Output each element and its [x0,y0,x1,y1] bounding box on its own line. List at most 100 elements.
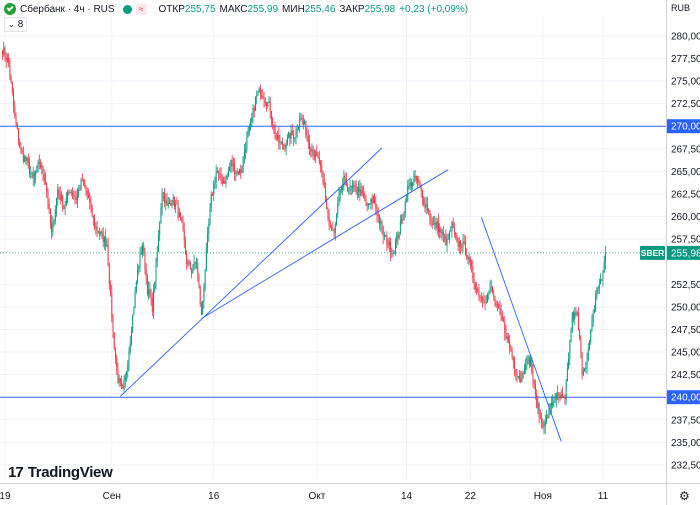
candle-body [493,293,495,296]
chevron-down-icon: ⌄ [8,20,15,29]
candle-body [97,230,99,233]
candle-body [191,269,193,274]
candle-body [14,105,16,116]
candle-body [397,235,399,238]
candle-body [48,204,50,209]
trend-line [480,217,562,442]
candle-body [20,147,22,152]
candle-body [528,357,530,366]
candle-body [68,192,70,194]
candle-body [536,394,538,408]
candle-body [21,151,23,154]
candle-body [547,417,549,419]
candle-body [280,141,282,143]
candle-body [420,187,422,192]
candle-body [38,161,40,164]
candle-body [387,245,389,246]
market-status-icon[interactable] [122,4,132,14]
candle-body [196,263,198,264]
currency-label[interactable]: RUB [671,3,691,13]
studies-toggle-button[interactable]: ⌄ 8 [4,17,28,32]
candle-body [52,221,54,233]
candle-body [339,189,341,196]
candle-body [232,164,234,166]
candle-body [285,144,287,149]
gear-icon[interactable]: ⚙ [679,489,690,503]
candle-body [239,169,241,175]
candle-body [62,196,64,209]
tradingview-logo[interactable]: 17 TradingView [8,464,113,481]
candle-body [573,312,575,320]
candle-body [258,88,260,93]
horizontal-levels[interactable] [0,125,666,398]
candle-body [37,161,39,166]
candle-body [200,303,202,314]
candle-body [602,271,604,280]
candle-body [145,270,147,278]
candle-body [124,374,126,381]
candle-body [313,155,315,156]
candle-body [144,251,146,271]
candle-body [223,180,225,184]
candle-body [254,96,256,111]
candle-body [92,215,94,219]
candle-body [506,336,508,339]
low-label: МИН [282,3,305,15]
candle-body [211,194,213,196]
candle-body [100,231,102,234]
candle-body [85,186,87,190]
candle-body [347,186,349,192]
candle-body [205,247,207,271]
candle-body [80,179,82,191]
candle-body [11,82,13,93]
candle-body [215,171,217,182]
candle-body [246,137,248,149]
x-tick-label: Ноя [534,491,552,502]
candle-body [349,185,351,191]
candle-body [173,196,175,207]
candle-body [447,239,449,240]
candle-body [409,182,411,187]
low-value: 255,46 [304,3,336,15]
candle-body [512,357,514,362]
trend-lines[interactable] [120,147,562,442]
studies-count: 8 [17,19,24,30]
candle-body [219,173,221,174]
candle-body [240,169,242,174]
level-price-label: 270,00 [671,122,700,133]
y-tick-label: 242,50 [671,370,700,381]
candle-body [79,190,81,191]
candle-body [388,241,390,246]
y-tick-label: 265,00 [671,167,700,178]
candle-body [259,88,261,95]
candle-body [297,125,299,130]
candle-body [22,153,24,162]
change-value: +0,23 (+0,09%) [399,3,469,15]
candle-body [376,208,378,216]
candle-body [366,202,368,206]
symbol-title[interactable]: Сбербанк · 4ч · RUS [20,3,115,15]
candle-body [272,118,274,125]
candle-body [95,226,97,229]
candle-body [603,261,605,272]
candle-body [375,203,377,209]
candle-body [270,111,272,119]
candle-body [279,142,281,144]
candle-body [558,393,560,396]
candle-body [396,235,398,242]
candle-body [570,331,572,341]
candle-body [148,289,150,294]
candle-body [134,290,136,308]
candle-body [309,141,310,150]
candle-body [69,192,71,194]
y-tick-label: 235,00 [671,438,700,449]
candle-body [86,189,88,195]
candle-body [354,184,356,187]
compare-icon[interactable]: ≈ [135,3,147,15]
candle-body [363,193,365,198]
candle-body [334,224,336,233]
y-tick-label: 260,00 [671,212,700,223]
candle-body [132,314,134,333]
candle-body [231,159,233,166]
